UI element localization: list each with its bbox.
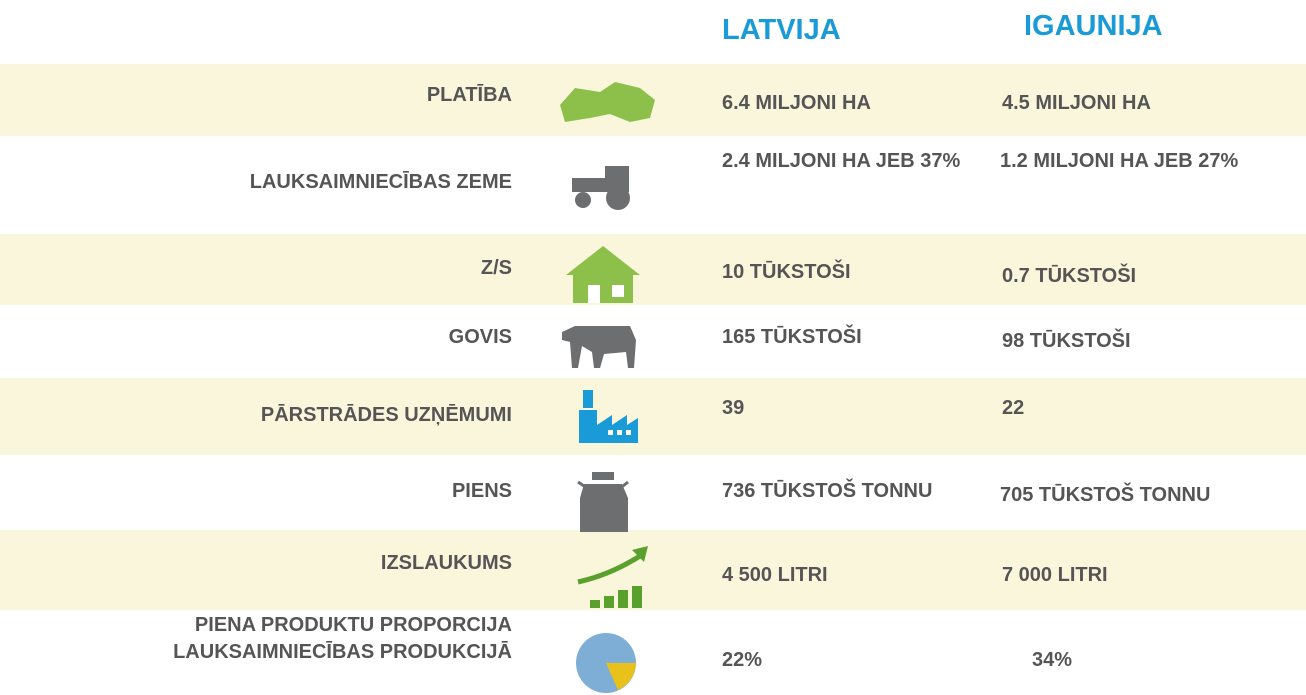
igaunija-value: 1.2 MILJONI HA JEB 27%: [1000, 150, 1239, 172]
latvija-value: 10 TŪKSTOŠI: [722, 261, 851, 283]
igaunija-value: 0.7 TŪKSTOŠI: [1002, 265, 1137, 287]
factory-icon: [579, 390, 638, 443]
row-label: Z/S: [480, 257, 512, 279]
map-icon: [560, 82, 655, 122]
house-icon: [566, 246, 640, 303]
igaunija-value: 34%: [1032, 649, 1073, 671]
row-label: IZSLAUKUMS: [380, 552, 512, 574]
row-label: LAUKSAIMNIECĪBAS ZEME: [249, 171, 512, 193]
row-label: PĀRSTRĀDES UZŅĒMUMI: [260, 404, 512, 426]
latvija-value: 4 500 LITRI: [722, 564, 828, 586]
row-band: [0, 234, 1306, 305]
column-header: LATVIJA: [722, 14, 841, 46]
igaunija-value: 705 TŪKSTOŠ TONNU: [1000, 484, 1211, 506]
house-door: [588, 285, 600, 303]
igaunija-value: 4.5 MILJONI HA: [1002, 92, 1151, 114]
latvija-value: 2.4 MILJONI HA JEB 37%: [722, 150, 961, 172]
latvija-value: 22%: [722, 649, 763, 671]
row-label: PIENS: [451, 480, 512, 502]
row-band: [0, 530, 1306, 610]
latvija-value: 39: [722, 397, 745, 419]
cow-icon: [562, 326, 636, 368]
igaunija-value: 98 TŪKSTOŠI: [1002, 330, 1131, 352]
latvija-value: 736 TŪKSTOŠ TONNU: [722, 480, 933, 502]
row-label: PIENA PRODUKTU PROPORCIJA LAUKSAIMNIECĪB…: [173, 614, 512, 663]
row-label: GOVIS: [448, 326, 512, 348]
igaunija-value: 22: [1002, 397, 1025, 419]
latvija-value: 165 TŪKSTOŠI: [722, 326, 862, 348]
pie-icon: [576, 633, 636, 693]
latvija-value: 6.4 MILJONI HA: [722, 92, 871, 114]
growth-icon: [577, 546, 648, 608]
house-window: [612, 285, 624, 297]
milk-can-icon: [577, 472, 629, 532]
row-band: [0, 378, 1306, 455]
tractor-icon: [572, 166, 630, 210]
column-header: IGAUNIJA: [1024, 10, 1163, 42]
factory-windows: [608, 430, 631, 435]
row-label: PLATĪBA: [426, 84, 512, 106]
igaunija-value: 7 000 LITRI: [1002, 564, 1108, 586]
